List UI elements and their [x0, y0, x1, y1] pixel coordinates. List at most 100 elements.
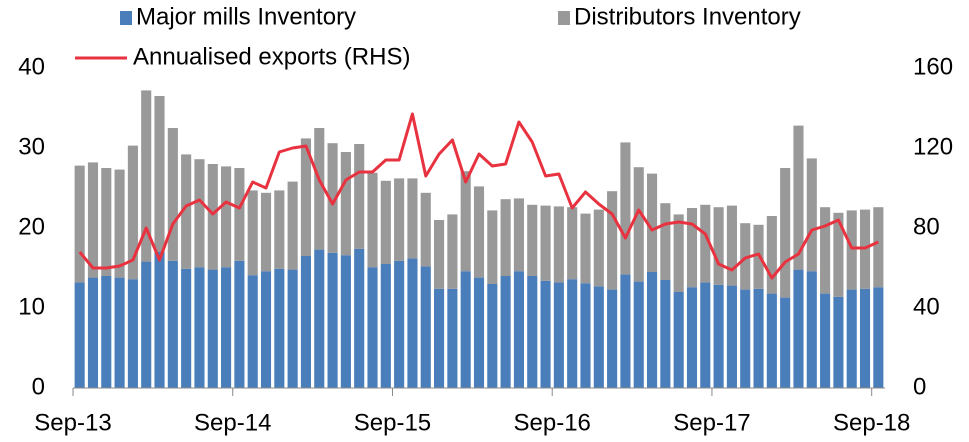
- bar: [74, 165, 85, 283]
- bar: [234, 168, 245, 261]
- bar: [873, 207, 884, 288]
- bar: [447, 288, 458, 388]
- bar: [194, 159, 205, 268]
- bar: [859, 288, 871, 388]
- bar: [354, 248, 365, 388]
- bar: [567, 207, 578, 280]
- bar: [407, 258, 418, 388]
- bar: [580, 283, 591, 388]
- bar: [873, 287, 884, 388]
- bar: [553, 282, 564, 388]
- bar: [460, 171, 471, 272]
- bar: [713, 207, 724, 285]
- bar: [447, 214, 458, 289]
- bar: [340, 152, 351, 256]
- bar: [793, 269, 804, 388]
- bar: [141, 261, 152, 388]
- bar: [513, 271, 524, 388]
- bar: [553, 206, 564, 283]
- bar: [607, 191, 618, 290]
- bar: [300, 256, 312, 388]
- bar: [713, 284, 724, 388]
- bar: [340, 255, 351, 388]
- bar: [540, 205, 551, 281]
- bar: [167, 260, 178, 388]
- bar: [766, 293, 777, 388]
- bar: [700, 282, 711, 388]
- bar: [127, 279, 138, 388]
- bar: [327, 143, 338, 253]
- bar: [141, 90, 152, 262]
- bar: [580, 213, 591, 284]
- bar: [287, 269, 298, 388]
- bar: [500, 276, 511, 388]
- bar: [820, 207, 831, 294]
- bar: [154, 252, 165, 388]
- bar: [527, 204, 538, 276]
- bar: [633, 167, 644, 282]
- bar: [833, 296, 844, 388]
- x-tick-label: Sep-17: [673, 409, 750, 436]
- bar: [274, 190, 285, 269]
- bar: [780, 168, 791, 298]
- bar: [380, 180, 391, 264]
- y-tick-label: 30: [18, 133, 45, 160]
- legend-label: Major mills Inventory: [136, 3, 356, 30]
- y-tick-label: 40: [18, 53, 45, 80]
- x-tick-label: Sep-16: [514, 409, 591, 436]
- bar: [487, 210, 498, 284]
- x-tick-label: Sep-15: [354, 409, 431, 436]
- y-tick-label: 10: [18, 293, 45, 320]
- y-tick-label: 0: [32, 373, 45, 400]
- bar: [287, 181, 298, 270]
- bar: [607, 289, 618, 388]
- y-tick-label: 20: [18, 213, 45, 240]
- bar: [780, 297, 791, 388]
- bar: [181, 268, 192, 388]
- bar: [367, 267, 378, 388]
- bar: [487, 284, 498, 388]
- bar: [460, 271, 471, 388]
- bar: [660, 280, 671, 388]
- bar: [181, 154, 192, 269]
- bar: [513, 198, 524, 272]
- bar: [700, 204, 711, 283]
- bar: [114, 277, 125, 388]
- bar: [726, 205, 737, 286]
- bar: [74, 282, 85, 388]
- bar: [473, 186, 485, 278]
- bar: [806, 158, 817, 272]
- bar: [673, 292, 684, 388]
- bar: [247, 275, 258, 388]
- bar: [314, 128, 325, 250]
- bar: [673, 214, 684, 292]
- bar: [101, 168, 112, 276]
- bar: [367, 172, 378, 268]
- bar: [300, 138, 312, 256]
- bar: [274, 268, 285, 388]
- bar: [207, 164, 218, 270]
- bar: [101, 276, 112, 388]
- bar: [434, 288, 445, 388]
- legend-label: Annualised exports (RHS): [133, 43, 410, 70]
- bar: [500, 199, 511, 276]
- bar: [407, 178, 418, 259]
- bar: [314, 249, 325, 388]
- bar: [87, 162, 99, 278]
- legend-swatch: [120, 11, 132, 25]
- bar: [234, 260, 245, 388]
- legend-swatch: [558, 11, 570, 25]
- bar: [620, 274, 631, 388]
- bar: [793, 125, 804, 270]
- bar: [593, 209, 604, 287]
- bar: [753, 288, 764, 388]
- bar: [114, 169, 125, 278]
- bar: [420, 266, 431, 388]
- y2-tick-label: 120: [913, 133, 953, 160]
- legend-label: Distributors Inventory: [574, 3, 801, 30]
- bar: [620, 142, 631, 275]
- bar: [846, 289, 857, 388]
- bar: [394, 260, 405, 388]
- bar: [420, 192, 431, 267]
- y2-tick-label: 0: [913, 373, 926, 400]
